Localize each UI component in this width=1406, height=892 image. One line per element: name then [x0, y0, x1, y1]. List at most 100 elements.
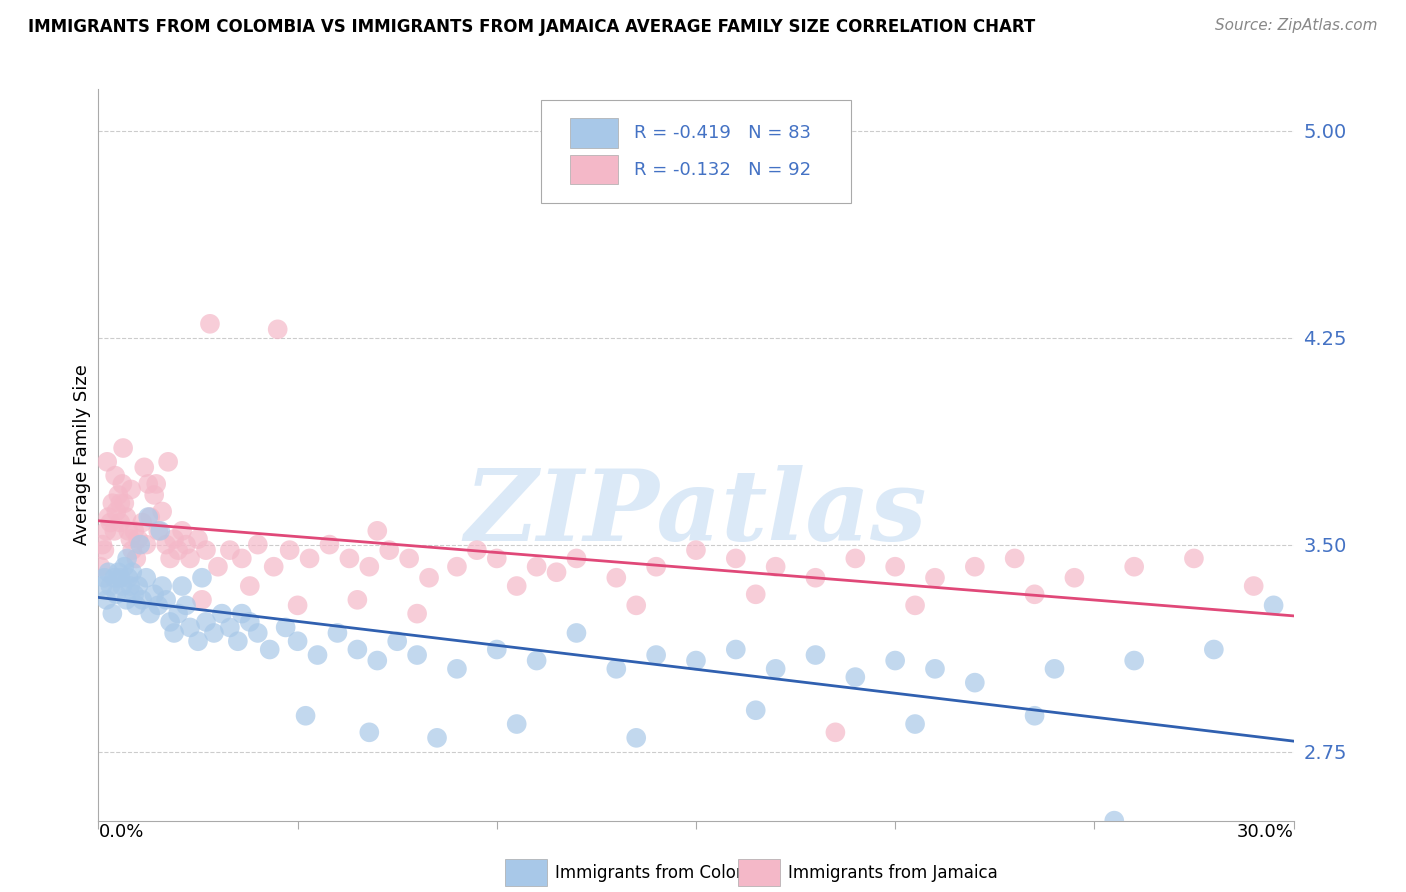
- Point: [624, 599, 647, 613]
- Point: [120, 483, 142, 497]
- Point: [565, 551, 588, 566]
- Point: [136, 476, 159, 491]
- Point: [163, 532, 186, 546]
- Point: [157, 455, 180, 469]
- Point: [174, 538, 197, 552]
- Point: [125, 599, 148, 613]
- Point: [131, 516, 153, 530]
- Point: [359, 725, 381, 739]
- Point: [239, 615, 262, 629]
- Point: [418, 571, 440, 585]
- Point: [179, 551, 201, 566]
- Point: [172, 579, 194, 593]
- Point: [211, 607, 233, 621]
- Point: [198, 317, 221, 331]
- Point: [1024, 708, 1046, 723]
- Point: [884, 559, 907, 574]
- Point: [1104, 814, 1126, 828]
- Text: IMMIGRANTS FROM COLOMBIA VS IMMIGRANTS FROM JAMAICA AVERAGE FAMILY SIZE CORRELAT: IMMIGRANTS FROM COLOMBIA VS IMMIGRANTS F…: [28, 18, 1035, 36]
- Point: [406, 648, 429, 662]
- Point: [884, 654, 907, 668]
- Text: R = -0.132   N = 92: R = -0.132 N = 92: [634, 161, 811, 178]
- Point: [103, 524, 125, 538]
- Point: [150, 504, 173, 518]
- Point: [1223, 841, 1246, 855]
- Point: [685, 543, 707, 558]
- Point: [96, 524, 118, 538]
- Point: [326, 626, 349, 640]
- Point: [174, 599, 197, 613]
- Point: [115, 510, 138, 524]
- Point: [191, 592, 214, 607]
- Point: [110, 496, 132, 510]
- Point: [131, 592, 153, 607]
- Point: [145, 476, 167, 491]
- Point: [724, 642, 747, 657]
- Point: [136, 510, 159, 524]
- Point: [624, 731, 647, 745]
- Point: [124, 524, 146, 538]
- Point: [105, 504, 128, 518]
- Point: [207, 559, 229, 574]
- Point: [565, 626, 588, 640]
- Point: [406, 607, 429, 621]
- Point: [745, 587, 768, 601]
- Point: [117, 571, 139, 585]
- Point: [526, 654, 548, 668]
- FancyBboxPatch shape: [571, 155, 619, 185]
- Point: [163, 626, 186, 640]
- Text: Source: ZipAtlas.com: Source: ZipAtlas.com: [1215, 18, 1378, 33]
- Point: [294, 708, 316, 723]
- Point: [149, 524, 172, 538]
- Point: [104, 468, 127, 483]
- Point: [287, 599, 309, 613]
- Point: [112, 441, 135, 455]
- Point: [924, 571, 946, 585]
- Point: [526, 559, 548, 574]
- Point: [107, 566, 129, 580]
- Point: [121, 566, 143, 580]
- Point: [446, 662, 468, 676]
- Point: [366, 654, 388, 668]
- Point: [1202, 642, 1225, 657]
- Point: [121, 543, 143, 558]
- Point: [605, 662, 627, 676]
- Point: [366, 524, 388, 538]
- Point: [191, 571, 214, 585]
- Point: [195, 543, 218, 558]
- Point: [298, 551, 321, 566]
- Point: [96, 592, 118, 607]
- Point: [844, 670, 866, 684]
- Point: [1063, 571, 1085, 585]
- Point: [112, 559, 135, 574]
- Point: [172, 524, 194, 538]
- Point: [219, 620, 242, 634]
- Point: [159, 551, 181, 566]
- Point: [804, 648, 827, 662]
- Point: [724, 551, 747, 566]
- Point: [1123, 559, 1146, 574]
- Point: [1004, 551, 1026, 566]
- Point: [101, 496, 124, 510]
- Point: [167, 607, 190, 621]
- Point: [111, 476, 134, 491]
- Point: [546, 566, 568, 580]
- Point: [246, 538, 269, 552]
- Point: [110, 516, 132, 530]
- Text: Immigrants from Jamaica: Immigrants from Jamaica: [787, 863, 998, 881]
- Point: [112, 496, 135, 510]
- Point: [97, 510, 120, 524]
- Point: [924, 662, 946, 676]
- Point: [103, 571, 125, 585]
- Point: [485, 642, 508, 657]
- Point: [98, 579, 122, 593]
- Point: [426, 731, 449, 745]
- Point: [167, 543, 190, 558]
- Point: [1024, 587, 1046, 601]
- FancyBboxPatch shape: [738, 859, 779, 887]
- Point: [98, 516, 122, 530]
- Point: [148, 524, 170, 538]
- Text: Immigrants from Colombia: Immigrants from Colombia: [555, 863, 778, 881]
- Point: [645, 559, 668, 574]
- Text: 30.0%: 30.0%: [1237, 823, 1294, 841]
